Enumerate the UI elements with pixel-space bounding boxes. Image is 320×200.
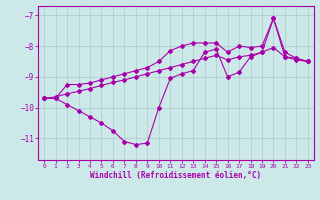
X-axis label: Windchill (Refroidissement éolien,°C): Windchill (Refroidissement éolien,°C) xyxy=(91,171,261,180)
